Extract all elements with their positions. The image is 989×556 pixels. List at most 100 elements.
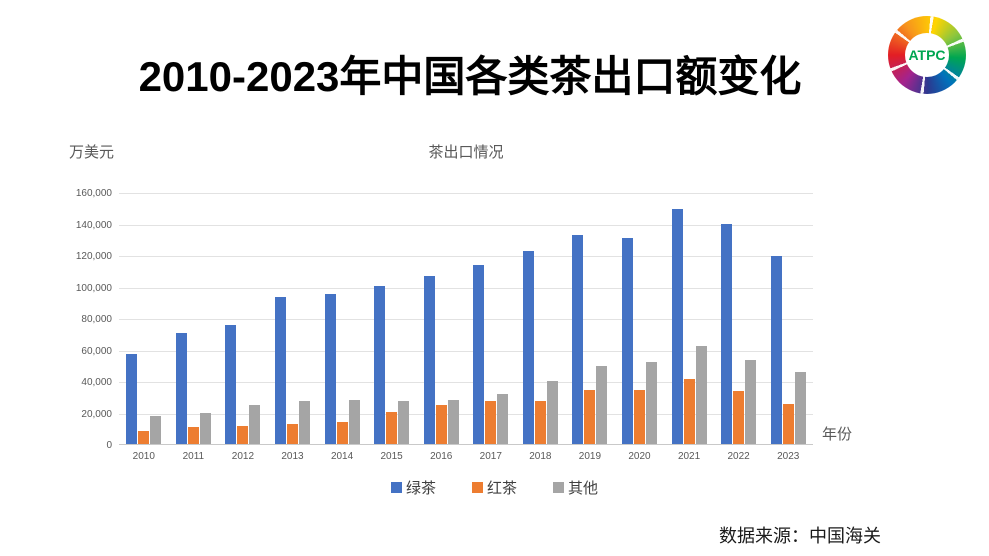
bar-group-2022	[721, 224, 757, 444]
bar-绿茶-2018	[522, 251, 534, 444]
gridline	[119, 413, 813, 415]
bar-其他-2020	[646, 362, 657, 444]
y-axis-tick-label: 120,000	[75, 251, 112, 262]
atpc-logo-text: ATPC	[908, 47, 946, 63]
bar-其他-2011	[199, 412, 211, 444]
x-axis-tick-label: 2023	[777, 451, 800, 462]
bar-红茶-2023	[782, 403, 794, 444]
bar-chart-plot	[119, 193, 813, 445]
y-axis-tick-label: 80,000	[81, 314, 112, 325]
bar-group-2023	[770, 255, 806, 444]
x-axis-tick-label: 2022	[727, 451, 750, 462]
x-axis-tick-label: 2018	[529, 451, 552, 462]
y-axis-tick-label: 0	[106, 440, 112, 451]
bar-其他-2018	[546, 381, 558, 444]
bar-其他-2017	[497, 394, 509, 444]
bar-绿茶-2019	[572, 235, 584, 444]
bar-其他-2010	[150, 416, 162, 444]
bar-红茶-2010	[138, 431, 150, 444]
legend-swatch-红茶	[471, 482, 483, 493]
bar-其他-2023	[794, 371, 806, 444]
bar-其他-2019	[596, 366, 608, 444]
gridline	[119, 287, 813, 289]
legend-label: 绿茶	[405, 480, 436, 497]
y-axis-tick-label: 60,000	[81, 345, 112, 357]
bar-红茶-2019	[584, 389, 596, 444]
bar-group-2019	[572, 235, 608, 444]
bar-红茶-2021	[683, 379, 695, 444]
bar-绿茶-2015	[374, 285, 386, 444]
bar-其他-2013	[299, 400, 310, 444]
legend-item-其他: 其他	[553, 477, 598, 498]
gridline	[119, 319, 813, 320]
bar-绿茶-2012	[225, 325, 237, 444]
x-axis-line	[119, 444, 813, 445]
bar-红茶-2014	[336, 421, 348, 444]
bar-绿茶-2011	[175, 332, 187, 444]
gridline	[119, 224, 813, 226]
gridline	[119, 382, 813, 383]
bar-group-2018	[522, 251, 558, 444]
bar-其他-2022	[745, 359, 757, 444]
chart-title: 茶出口情况	[428, 144, 504, 161]
bar-其他-2014	[348, 399, 360, 444]
bar-group-2011	[175, 332, 211, 444]
y-axis-unit-label: 万美元	[69, 144, 115, 161]
legend-label: 红茶	[486, 480, 517, 497]
bar-绿茶-2016	[423, 276, 435, 444]
x-axis-tick-label: 2016	[430, 451, 453, 462]
x-axis-tick-label: 2013	[281, 451, 304, 462]
y-axis-tick-label: 20,000	[81, 408, 112, 420]
bar-绿茶-2014	[324, 293, 336, 444]
bar-红茶-2018	[534, 400, 546, 444]
legend-label: 其他	[568, 480, 599, 497]
x-axis-tick-label: 2012	[231, 451, 255, 462]
bar-红茶-2013	[287, 424, 298, 444]
x-axis-tick-label: 2010	[132, 451, 155, 462]
bar-其他-2012	[249, 405, 261, 444]
legend-swatch-其他	[553, 482, 564, 493]
bar-红茶-2022	[733, 391, 745, 444]
bar-group-2013	[275, 296, 310, 444]
legend-item-红茶: 红茶	[471, 477, 517, 498]
bar-红茶-2017	[485, 400, 497, 444]
bar-group-2021	[671, 209, 707, 444]
page-title: 2010-2023年中国各类茶出口额变化	[138, 53, 802, 100]
x-axis-tick-label: 2015	[380, 451, 403, 462]
bar-红茶-2020	[634, 390, 645, 444]
gridline	[119, 350, 813, 352]
y-axis-tick-label: 160,000	[75, 188, 112, 199]
bar-红茶-2016	[435, 404, 447, 444]
data-source-label: 数据来源：中国海关	[719, 526, 881, 546]
bar-group-2012	[225, 325, 261, 444]
bar-红茶-2015	[386, 411, 398, 444]
x-axis-tick-label: 2021	[677, 451, 701, 462]
bar-绿茶-2020	[622, 238, 633, 444]
chart-legend: 绿茶 红茶 其他	[0, 477, 989, 498]
bar-绿茶-2022	[721, 224, 733, 444]
bar-绿茶-2021	[671, 209, 683, 444]
x-axis-title: 年份	[822, 426, 853, 443]
y-axis-tick-label: 100,000	[75, 282, 112, 294]
bar-group-2015	[374, 285, 410, 444]
bar-group-2020	[622, 238, 657, 444]
x-axis-tick-label: 2019	[578, 451, 602, 462]
x-axis-tick-label: 2011	[182, 451, 205, 462]
y-axis-tick-label: 140,000	[75, 219, 112, 231]
bar-group-2016	[423, 276, 459, 444]
bar-红茶-2012	[237, 425, 249, 444]
x-axis-tick-label: 2014	[330, 451, 354, 462]
bar-红茶-2011	[187, 427, 199, 444]
bar-绿茶-2013	[275, 296, 286, 444]
bar-group-2014	[324, 293, 360, 444]
gridline	[119, 256, 813, 257]
y-axis-tick-label: 40,000	[81, 377, 112, 388]
bar-绿茶-2010	[126, 354, 138, 444]
legend-swatch-绿茶	[390, 482, 402, 493]
bar-其他-2021	[695, 345, 707, 444]
legend-item-绿茶: 绿茶	[390, 477, 436, 498]
bar-group-2010	[126, 354, 162, 444]
x-axis-tick-label: 2017	[479, 451, 502, 462]
atpc-logo: ATPC	[888, 16, 966, 94]
bar-其他-2016	[447, 399, 459, 444]
